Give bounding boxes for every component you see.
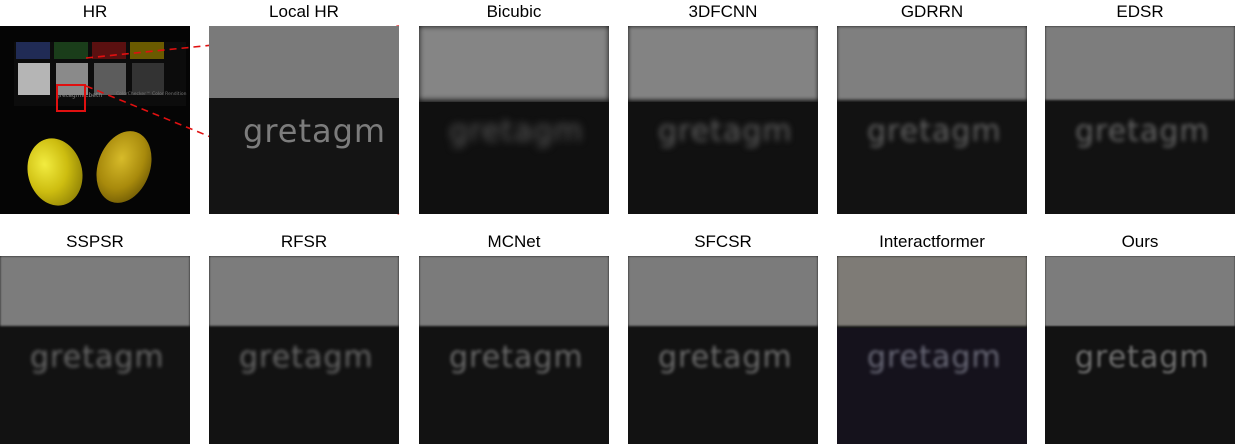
white-patch [18,63,50,95]
lemon-right [86,123,162,211]
label-local-hr: Local HR [269,2,339,21]
label-gdrrn: GDRRN [900,2,964,21]
label-hr: HR [82,2,108,21]
label-interactformer: Interactformer [879,232,985,251]
label-mcnet: MCNet [487,232,541,251]
label-bicubic: Bicubic [486,2,542,21]
patch-interactformer: gretagm [837,256,1027,444]
patch-gdrrn: gretagm [837,26,1027,214]
label-3dfcnn: 3DFCNN [688,2,758,21]
color-checker-top-row [14,42,186,59]
label-edsr: EDSR [1116,2,1164,21]
label-sspsr: SSPSR [66,232,124,251]
patch-rfsr: gretagm [209,256,399,444]
patch-mcnet: gretagm [419,256,609,444]
lemon-left [20,132,90,212]
patch-local-hr: gretagm [209,26,399,214]
patch-ours: gretagm [1045,256,1235,444]
label-ours: Ours [1121,232,1159,251]
zoom-region-box [56,84,86,112]
overview-brand-text: gretagmacbeth [56,92,103,99]
label-sfcsr: SFCSR [694,232,752,251]
hr-overview-image: gretagmacbeth ColorChecker™ Color Rendit… [0,26,190,214]
patch-edsr: gretagm [1045,26,1235,214]
gray-patch-3 [132,63,164,95]
patch-sfcsr: gretagm [628,256,818,444]
gray-patch-1 [56,63,88,95]
patch-bicubic: gretagm [419,26,609,214]
overview-brand-small-text: ColorChecker™ Color Rendition [116,92,187,97]
gray-patch-2 [94,63,126,95]
patch-sspsr: gretagm [0,256,190,444]
patch-3dfcnn: gretagm [628,26,818,214]
label-rfsr: RFSR [280,232,328,251]
